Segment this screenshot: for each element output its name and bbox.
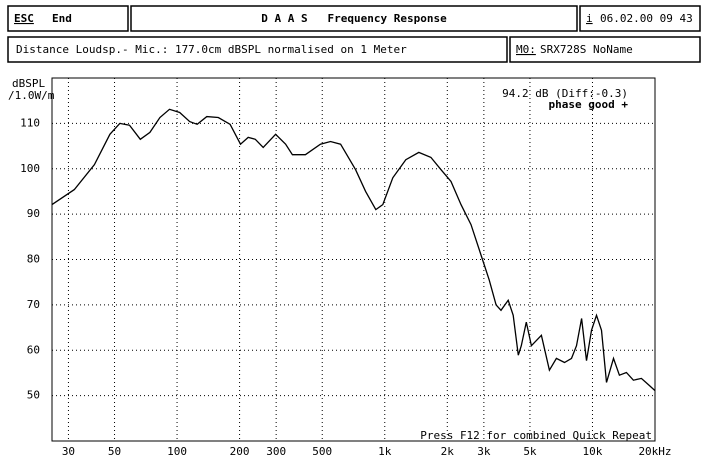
y-axis-label: /1.0W/m [8,89,55,102]
annotation: phase good + [549,98,629,111]
model-box [509,36,701,63]
y-tick-label: 60 [27,343,40,356]
info-text: Distance Loudsp.- Mic.: 177.0cm dBSPL no… [16,43,407,56]
x-tick-label: 500 [312,445,332,458]
plot-frame [51,77,656,442]
x-tick-label: 1k [378,445,392,458]
y-tick-label: 80 [27,253,40,266]
y-tick-label: 70 [27,298,40,311]
y-tick-label: 90 [27,207,40,220]
esc-box [7,5,129,32]
title-box [130,5,578,32]
y-tick-label: 110 [20,116,40,129]
esc-key[interactable]: ESC [14,12,34,25]
x-tick-label: 2k [441,445,455,458]
date-box [579,5,701,32]
model: SRX728S NoName [540,43,633,56]
x-tick-label: 100 [167,445,187,458]
x-tick-label: 3k [477,445,491,458]
x-tick-label: 50 [108,445,121,458]
model-key[interactable]: M0: [516,43,536,56]
x-tick-label: 10k [583,445,603,458]
x-tick-label: 200 [230,445,250,458]
annotation: Press F12 for combined Quick Repeat [420,429,652,442]
info-box [7,36,508,63]
y-tick-label: 50 [27,389,40,402]
date-key[interactable]: i [586,12,593,25]
x-tick-label: 30 [62,445,75,458]
x-tick-label: 20kHz [638,445,671,458]
app-title: D A A S Frequency Response [261,12,447,25]
x-tick-label: 5k [523,445,537,458]
annotation: 94.2 dB (Diff:-0.3) [502,87,628,100]
response-curve [51,108,656,392]
y-axis-label: dBSPL [12,77,45,90]
x-tick-label: 300 [266,445,286,458]
date: 06.02.00 09 43 [600,12,693,25]
end-label[interactable]: End [52,12,72,25]
y-tick-label: 100 [20,162,40,175]
